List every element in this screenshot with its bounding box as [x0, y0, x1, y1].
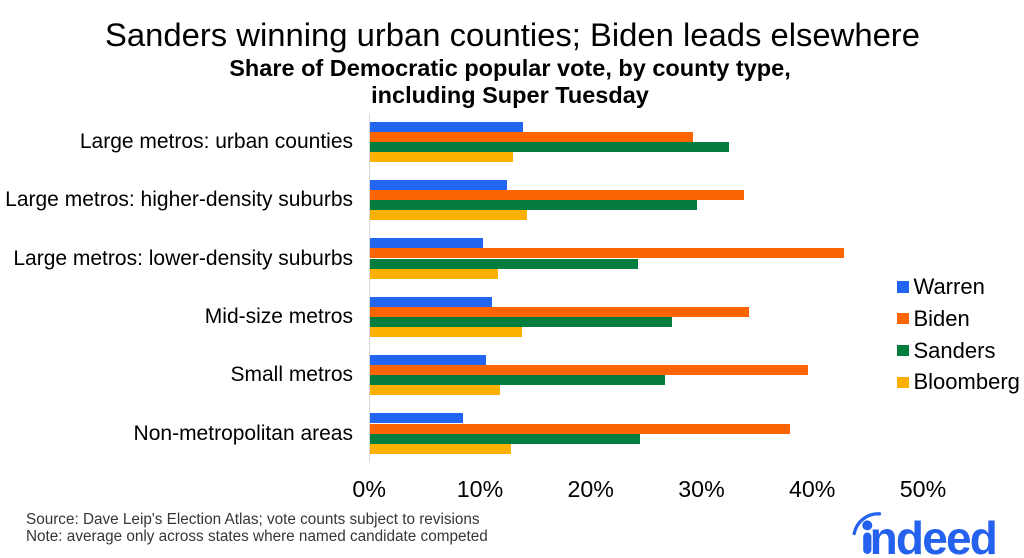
svg-text:ndeed: ndeed [870, 512, 996, 558]
